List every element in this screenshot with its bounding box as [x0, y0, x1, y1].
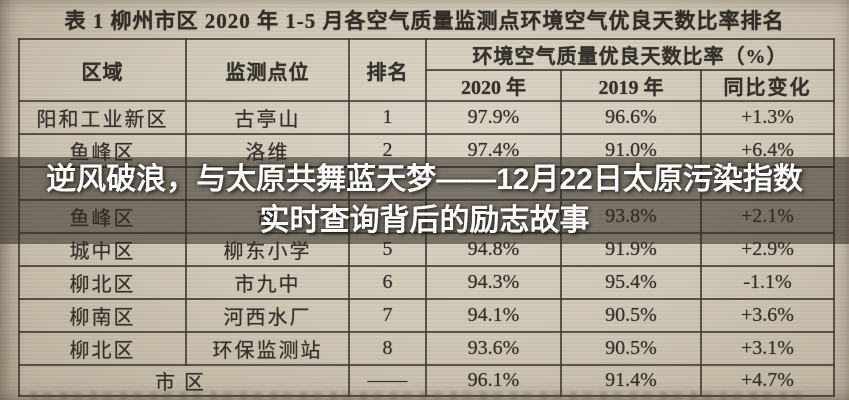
cell-region-citywide: 市区 — [18, 364, 350, 397]
cell-rank: 8 — [348, 331, 427, 366]
cell-2020: 93.6% — [425, 331, 562, 366]
cell-2019: 90.5% — [560, 331, 702, 366]
table-row: 柳北区 环保监测站 8 93.6% 90.5% +3.1% — [18, 331, 836, 366]
header-region: 区域 — [18, 38, 187, 102]
cell-region: 柳北区 — [18, 331, 187, 366]
table-header-row-2: 2020 年 2019 年 同比变化 — [19, 69, 836, 102]
cell-change: +3.1% — [699, 331, 836, 366]
cell-change: +1.3% — [699, 100, 836, 135]
cell-2019: 96.6% — [560, 100, 702, 135]
cell-2020: 96.1% — [425, 364, 562, 397]
cell-2020: 94.3% — [425, 265, 562, 300]
cell-2019: 91.4% — [560, 364, 702, 397]
cell-change: +4.7% — [699, 364, 836, 397]
table-row: 柳南区 河西水厂 7 94.1% 90.5% +3.6% — [18, 298, 836, 333]
cell-site: 环保监测站 — [185, 331, 350, 366]
table-row: 柳北区 市九中 6 94.3% 95.4% -1.1% — [18, 265, 836, 300]
headline-overlay-banner: 逆风破浪，与太原共舞蓝天梦——12月22日太原污染指数 实时查询背后的励志故事 — [0, 157, 849, 244]
header-2019: 2019 年 — [560, 69, 702, 102]
cell-region: 柳北区 — [18, 265, 187, 300]
cell-rank: 6 — [348, 265, 427, 300]
header-2020: 2020 年 — [425, 69, 562, 102]
cell-change: -1.1% — [699, 265, 836, 300]
cell-rank: 1 — [348, 100, 427, 135]
table-header-row-1: 区域 监测点位 排名 环境空气质量优良天数比率（%） — [18, 38, 836, 102]
cell-change: +3.6% — [699, 298, 836, 333]
headline-line-1: 逆风破浪，与太原共舞蓝天梦——12月22日太原污染指数 — [46, 163, 803, 196]
cell-region: 柳南区 — [18, 298, 187, 333]
cell-rank-dash: —— — [348, 364, 427, 397]
cell-site: 市九中 — [185, 265, 350, 300]
cell-region: 阳和工业新区 — [18, 100, 187, 135]
table-row: 阳和工业新区 古亭山 1 97.9% 96.6% +1.3% — [18, 100, 836, 135]
bottom-blurred-caption — [30, 392, 810, 400]
header-rank: 排名 — [348, 38, 427, 102]
header-site: 监测点位 — [185, 38, 350, 102]
cell-site: 古亭山 — [185, 100, 350, 135]
table-summary-row: 市区 —— 96.1% 91.4% +4.7% — [18, 364, 836, 397]
table-title: 表 1 柳州市区 2020 年 1-5 月各空气质量监测点环境空气优良天数比率排… — [64, 9, 785, 33]
cell-rank: 7 — [348, 298, 427, 333]
cell-2020: 97.9% — [425, 100, 562, 135]
cell-site: 河西水厂 — [185, 298, 350, 333]
header-change: 同比变化 — [699, 69, 836, 102]
cell-2019: 95.4% — [560, 265, 702, 300]
header-group-ratio: 环境空气质量优良天数比率（%） — [424, 38, 836, 71]
headline-line-2: 实时查询背后的励志故事 — [259, 204, 590, 237]
cell-2019: 90.5% — [560, 298, 702, 333]
cell-2020: 94.1% — [425, 298, 562, 333]
